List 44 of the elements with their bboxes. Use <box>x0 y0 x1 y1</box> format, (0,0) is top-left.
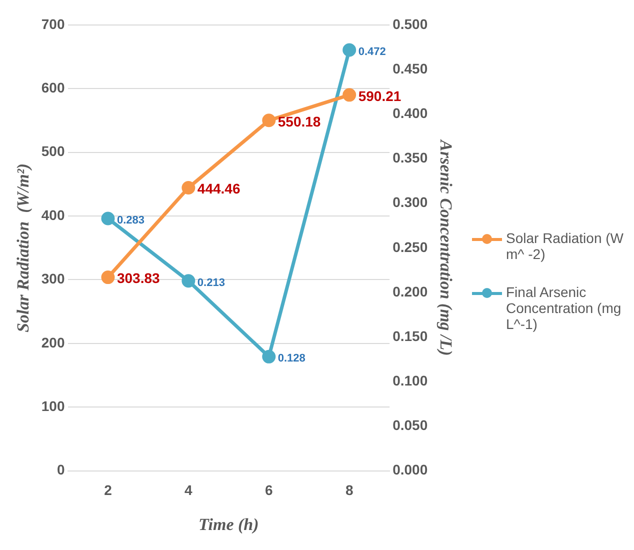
data-label: 303.83 <box>116 270 160 286</box>
x-tick-label: 2 <box>104 482 112 498</box>
legend-label: Solar Radiation (W m^ -2) <box>506 230 624 262</box>
x-tick-label: 6 <box>264 482 273 498</box>
point <box>101 270 115 284</box>
y-tick-label: 500 <box>41 143 65 160</box>
y-tick-label: 100 <box>41 398 65 414</box>
y2-tick-label: 0.100 <box>392 372 428 388</box>
x-axis-title: Time (h) <box>198 515 259 534</box>
point <box>182 274 196 288</box>
y2-tick-label: 0.450 <box>392 60 428 76</box>
y-tick-label: 600 <box>41 80 65 96</box>
point <box>182 180 196 194</box>
y-tick-label: 300 <box>41 270 65 287</box>
y2-tick-label: 0.400 <box>392 105 428 122</box>
y-tick-label: 700 <box>41 16 65 32</box>
point <box>101 212 115 226</box>
data-label: 444.46 <box>197 180 240 197</box>
x-tick-label: 8 <box>345 482 354 498</box>
y2-tick-label: 0.050 <box>392 417 428 434</box>
y-tick-label: 200 <box>41 334 65 350</box>
data-label: 0.472 <box>358 46 386 58</box>
data-label: 550.18 <box>278 113 321 130</box>
y2-tick-label: 0.250 <box>392 238 428 255</box>
y-tick-label: 0 <box>56 462 65 478</box>
data-label: 0.283 <box>116 214 145 227</box>
y2-tick-label: 0.500 <box>392 16 428 32</box>
x-tick-label: 4 <box>184 482 193 498</box>
point <box>342 43 356 57</box>
legend-label: Final Arsenic Concentration (mg L^-1) <box>506 284 622 332</box>
y-axis-title: Solar Radiation (W/m²) <box>14 163 33 332</box>
y2-tick-label: 0.350 <box>392 150 428 166</box>
y2-tick-label: 0.150 <box>392 328 428 344</box>
data-label: 590.21 <box>358 88 402 104</box>
data-label: 0.213 <box>197 276 225 289</box>
data-label: 0.128 <box>278 352 306 365</box>
y2-tick-label: 0.200 <box>392 283 428 300</box>
point <box>262 350 276 364</box>
point <box>342 88 356 102</box>
y2-axis-title: Arsenic Concentration (mg /L) <box>436 138 456 356</box>
y2-tick-label: 0.300 <box>392 194 428 210</box>
point <box>262 114 276 128</box>
y-tick-label: 400 <box>41 206 65 223</box>
y2-tick-label: 0.000 <box>392 462 428 478</box>
